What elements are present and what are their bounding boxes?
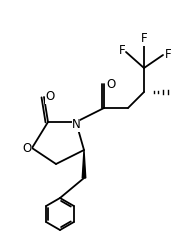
Text: O: O <box>106 78 116 91</box>
Polygon shape <box>82 150 86 178</box>
Text: O: O <box>45 90 55 103</box>
Text: F: F <box>119 44 125 58</box>
Text: F: F <box>141 32 147 46</box>
Text: N: N <box>72 118 80 132</box>
Text: F: F <box>165 48 171 62</box>
Text: O: O <box>22 141 32 154</box>
